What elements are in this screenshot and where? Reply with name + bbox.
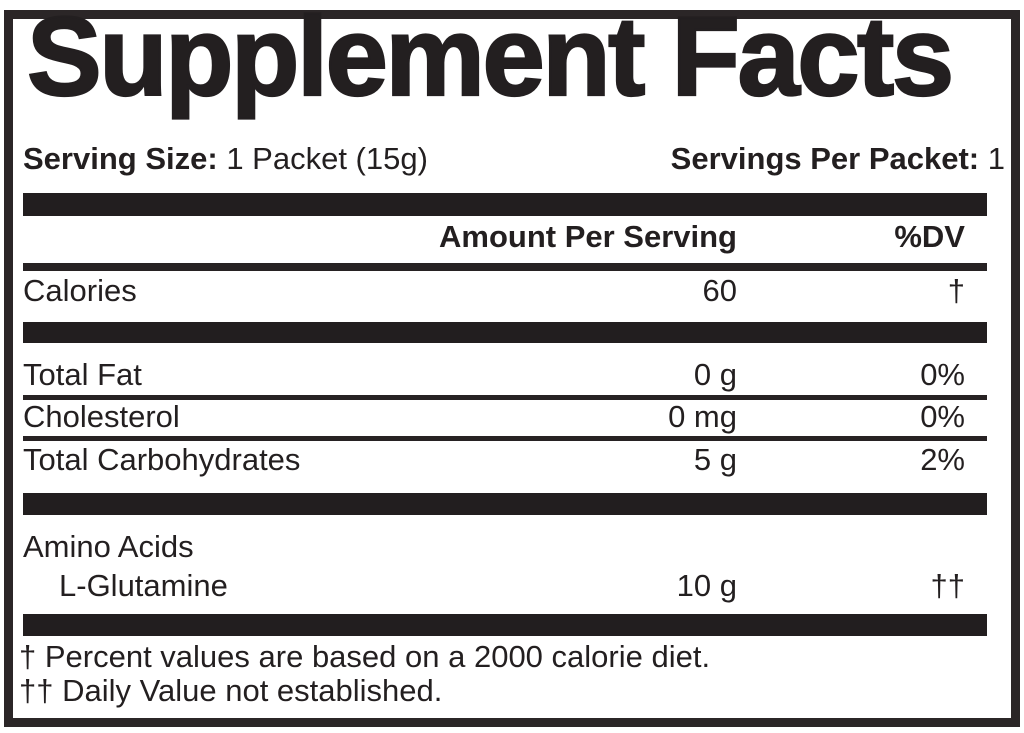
thick-divider-after-carbohydrates: [23, 493, 987, 515]
serving-size-label: Serving Size:: [23, 141, 218, 176]
nutrient-name: L-Glutamine: [59, 568, 228, 603]
servings-per-packet: Servings Per Packet: 1: [671, 141, 1005, 177]
nutrient-row-cholesterol: Cholesterol 0 mg 0%: [23, 399, 987, 435]
panel-title: Supplement Facts: [26, 0, 955, 119]
nutrient-dv: 0%: [920, 399, 965, 434]
thick-divider-top: [23, 193, 987, 216]
serving-info-row: Serving Size: 1 Packet (15g) Servings Pe…: [23, 141, 1005, 177]
thick-divider-after-calories: [23, 322, 987, 343]
nutrient-dv: †: [947, 273, 965, 308]
servings-per-packet-value: 1: [987, 141, 1005, 176]
nutrient-amount: 60: [702, 273, 737, 308]
section-name: Amino Acids: [23, 529, 194, 564]
serving-size-value: 1 Packet (15g): [226, 141, 428, 176]
footnote-daily-value: †† Daily Value not established.: [19, 673, 443, 708]
thin-divider-after-cholesterol: [23, 436, 987, 441]
nutrient-amount: 10 g: [676, 568, 737, 603]
nutrient-dv: ††: [930, 568, 965, 603]
nutrient-name: Total Carbohydrates: [23, 442, 301, 477]
nutrient-dv: 0%: [920, 357, 965, 392]
servings-per-packet-label: Servings Per Packet:: [670, 141, 980, 176]
nutrient-row-total-carbohydrates: Total Carbohydrates 5 g 2%: [23, 442, 987, 478]
supplement-facts-panel: Supplement Facts Serving Size: 1 Packet …: [4, 0, 1020, 727]
percent-dv-header: %DV: [894, 219, 965, 254]
header-underline: [23, 263, 987, 271]
amount-per-serving-header: Amount Per Serving: [439, 219, 737, 254]
nutrient-amount: 5 g: [693, 442, 737, 477]
nutrient-name: Cholesterol: [23, 399, 180, 434]
nutrient-row-l-glutamine: L-Glutamine 10 g ††: [23, 568, 987, 604]
nutrient-amount: 0 mg: [668, 399, 737, 434]
section-row-amino-acids: Amino Acids: [23, 529, 987, 565]
nutrient-name: Total Fat: [23, 357, 142, 392]
panel-content: Supplement Facts Serving Size: 1 Packet …: [13, 0, 1011, 718]
nutrient-name: Calories: [23, 273, 137, 308]
nutrient-row-calories: Calories 60 †: [23, 273, 987, 309]
nutrient-amount: 0 g: [693, 357, 737, 392]
nutrient-dv: 2%: [920, 442, 965, 477]
thick-divider-after-glutamine: [23, 614, 987, 636]
nutrient-row-total-fat: Total Fat 0 g 0%: [23, 357, 987, 393]
serving-size: Serving Size: 1 Packet (15g): [23, 141, 428, 177]
thin-divider-after-total-fat: [23, 395, 987, 400]
footnote-percent-values: † Percent values are based on a 2000 cal…: [19, 639, 711, 674]
